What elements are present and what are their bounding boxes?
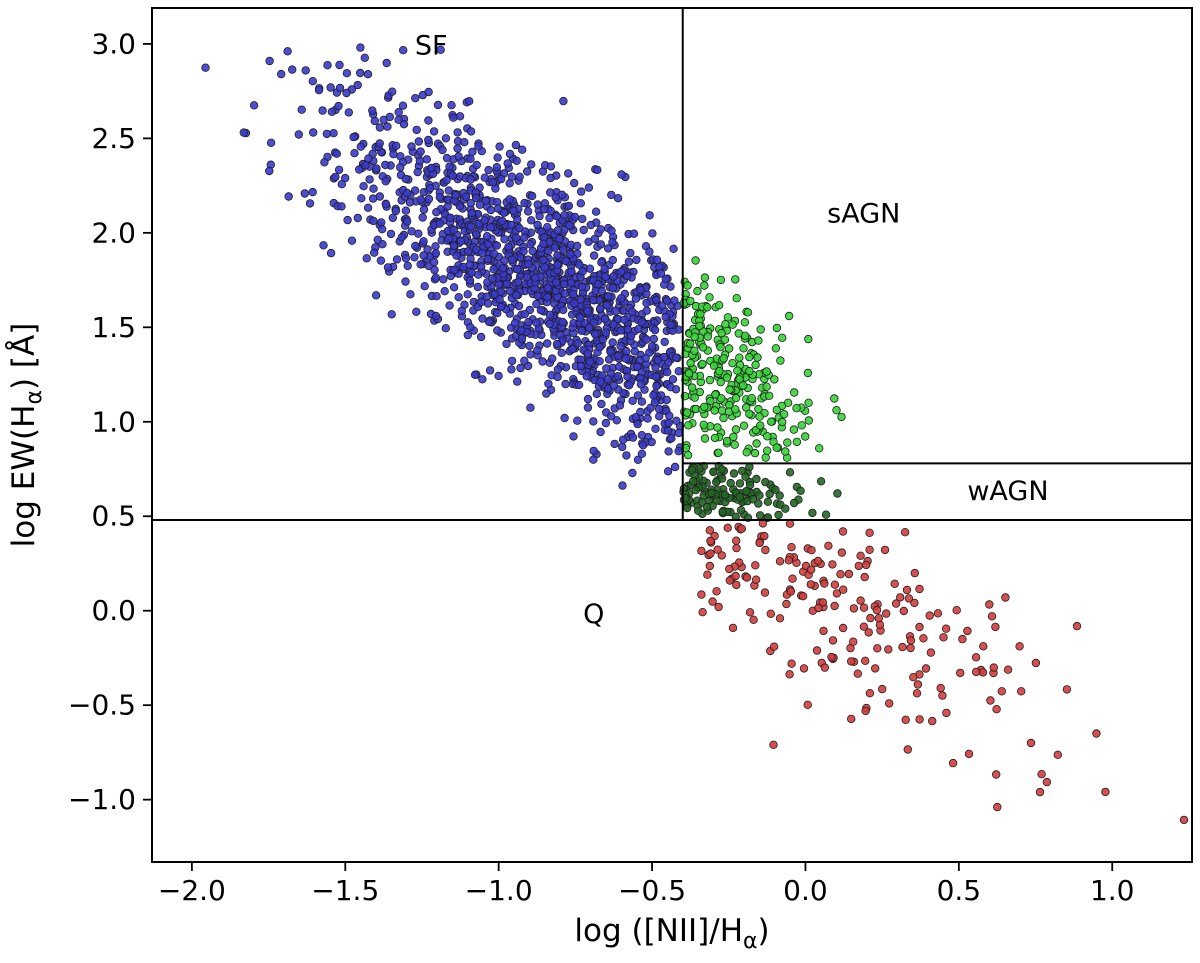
- x-axis-tick-label: 0.0: [783, 874, 828, 907]
- series-wagn-points: [679, 461, 842, 523]
- y-axis-tick-label: 1.5: [91, 311, 136, 344]
- y-axis-tick-label: 0.5: [91, 500, 136, 533]
- x-axis-tick-label: −2.0: [158, 874, 226, 907]
- y-axis-tick-label: −1.0: [68, 783, 136, 816]
- region-label-wagn: wAGN: [967, 476, 1048, 507]
- x-axis-tick-label: 1.0: [1090, 874, 1135, 907]
- region-label-q: Q: [583, 599, 604, 630]
- y-axis-tick-label: 1.0: [91, 405, 136, 438]
- x-axis-tick-label: −1.5: [311, 874, 379, 907]
- y-axis-tick-label: 0.0: [91, 594, 136, 627]
- region-label-sagn: sAGN: [827, 198, 900, 229]
- series-sagn-points: [679, 256, 846, 462]
- x-axis-tick-label: −0.5: [618, 874, 686, 907]
- series-sf-points: [201, 43, 685, 490]
- plot-frame: [151, 7, 1193, 863]
- x-axis-label: log ([NII]/Hα): [574, 913, 769, 954]
- x-axis-tick-label: −1.0: [465, 874, 533, 907]
- region-label-sf: SF: [415, 30, 448, 61]
- y-axis-tick-label: 2.0: [91, 216, 136, 249]
- y-axis-label: log EW(Hα) [Å]: [6, 323, 47, 548]
- y-axis-tick-label: 2.5: [91, 122, 136, 155]
- y-axis-tick-label: 3.0: [91, 27, 136, 60]
- series-q-points: [697, 519, 1189, 825]
- y-axis-tick-label: −0.5: [68, 689, 136, 722]
- x-axis-tick-label: 0.5: [937, 874, 982, 907]
